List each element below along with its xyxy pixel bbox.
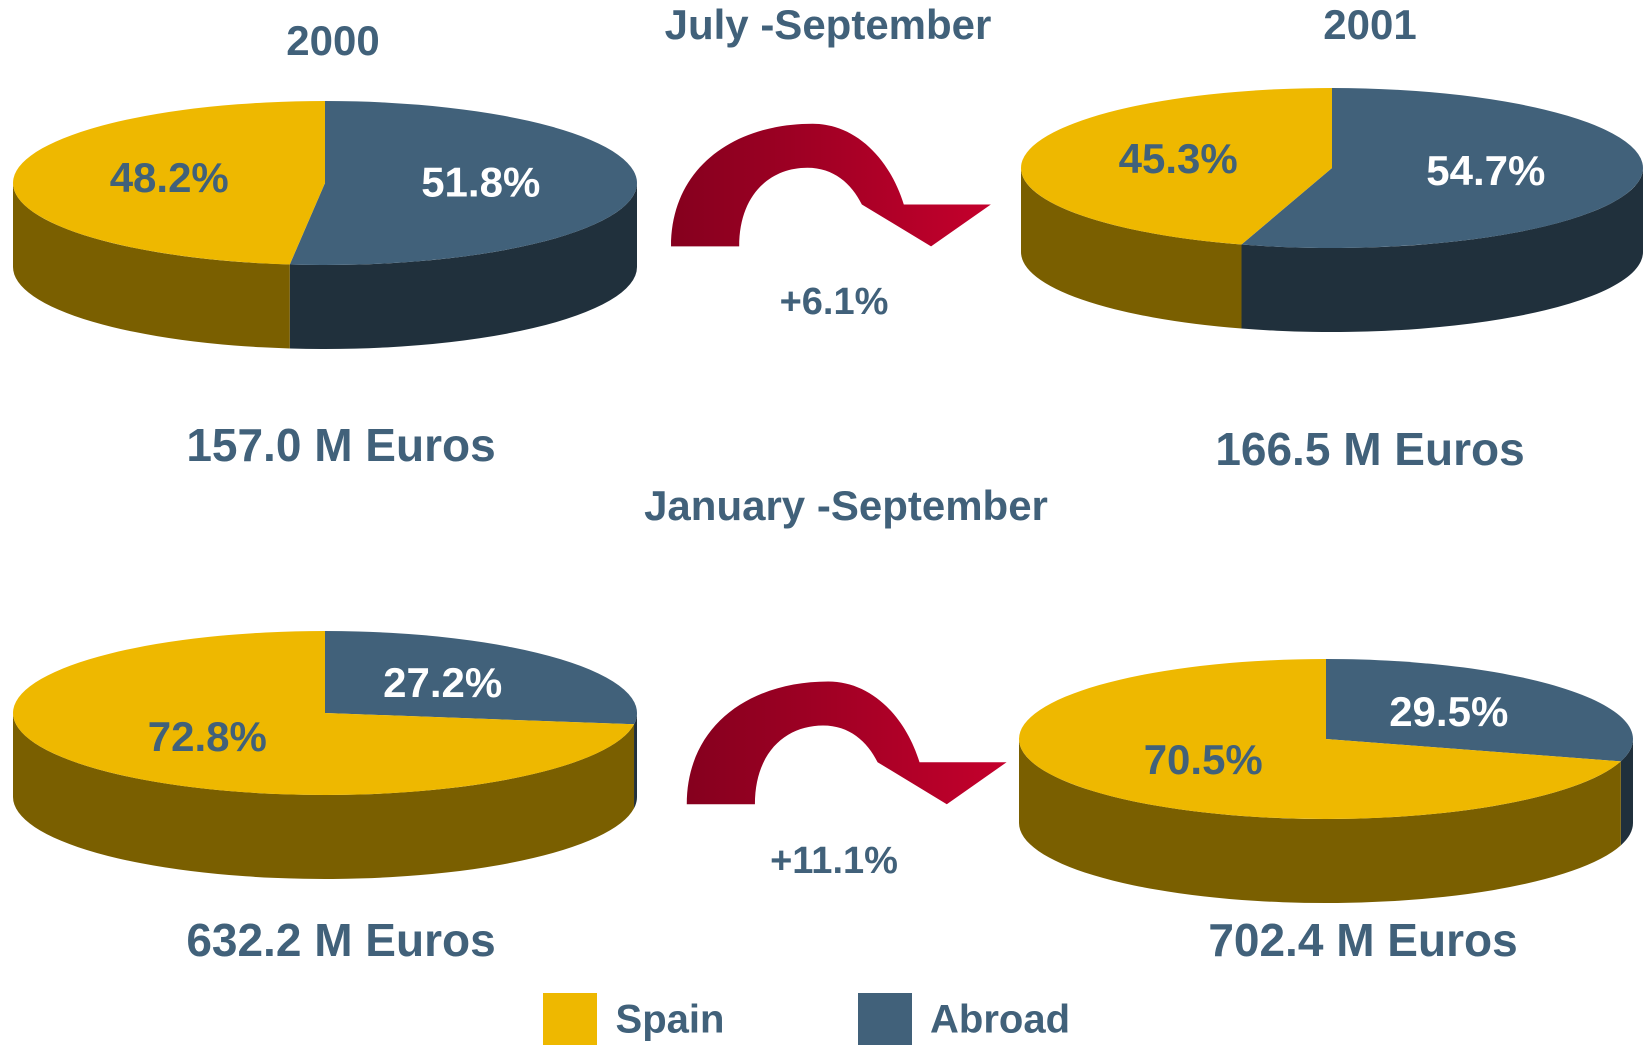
- pie-side: [1019, 739, 1621, 904]
- column-title: 2000: [286, 17, 379, 64]
- pie-side: [1021, 168, 1242, 329]
- change-label: +11.1%: [770, 840, 898, 882]
- total-label: 702.4 M Euros: [1208, 914, 1517, 966]
- slice-label: 27.2%: [383, 659, 502, 706]
- slice-label: 51.8%: [421, 158, 540, 205]
- pie-slice: [1241, 88, 1644, 249]
- slice-label: 72.8%: [148, 713, 267, 760]
- pie-slice: [325, 631, 638, 725]
- pie-side: [1241, 168, 1643, 332]
- slice-label: 70.5%: [1144, 736, 1263, 783]
- legend-label: Abroad: [930, 998, 1070, 1042]
- slice-label: 29.5%: [1389, 688, 1508, 735]
- legend-swatch: [858, 993, 912, 1045]
- pie-slice: [12, 101, 326, 265]
- pie-side: [13, 713, 635, 880]
- slice-label: 54.7%: [1426, 147, 1545, 194]
- pie-side: [634, 713, 637, 809]
- legend-label: Spain: [616, 998, 725, 1042]
- total-label: 166.5 M Euros: [1215, 423, 1524, 475]
- period-title: January -September: [644, 482, 1048, 529]
- pie-slice: [1018, 659, 1621, 819]
- pie-side: [13, 183, 290, 349]
- period-title: July -September: [665, 1, 992, 48]
- pie-side: [1620, 739, 1633, 846]
- total-label: 157.0 M Euros: [186, 419, 495, 471]
- pie-side: [289, 183, 637, 349]
- legend-swatch: [543, 993, 597, 1045]
- arrows: [671, 123, 1007, 805]
- total-label: 632.2 M Euros: [186, 914, 495, 966]
- pie-slice: [1021, 88, 1332, 245]
- slice-label: 45.3%: [1119, 135, 1238, 182]
- change-label: +6.1%: [780, 281, 889, 323]
- arrow: [671, 123, 991, 247]
- pie-slice: [1326, 659, 1634, 762]
- arrow: [686, 681, 1007, 805]
- slice-label: 48.2%: [110, 154, 229, 201]
- pie-slice: [13, 631, 635, 795]
- column-title: 2001: [1323, 1, 1416, 48]
- pie-slice: [289, 101, 637, 265]
